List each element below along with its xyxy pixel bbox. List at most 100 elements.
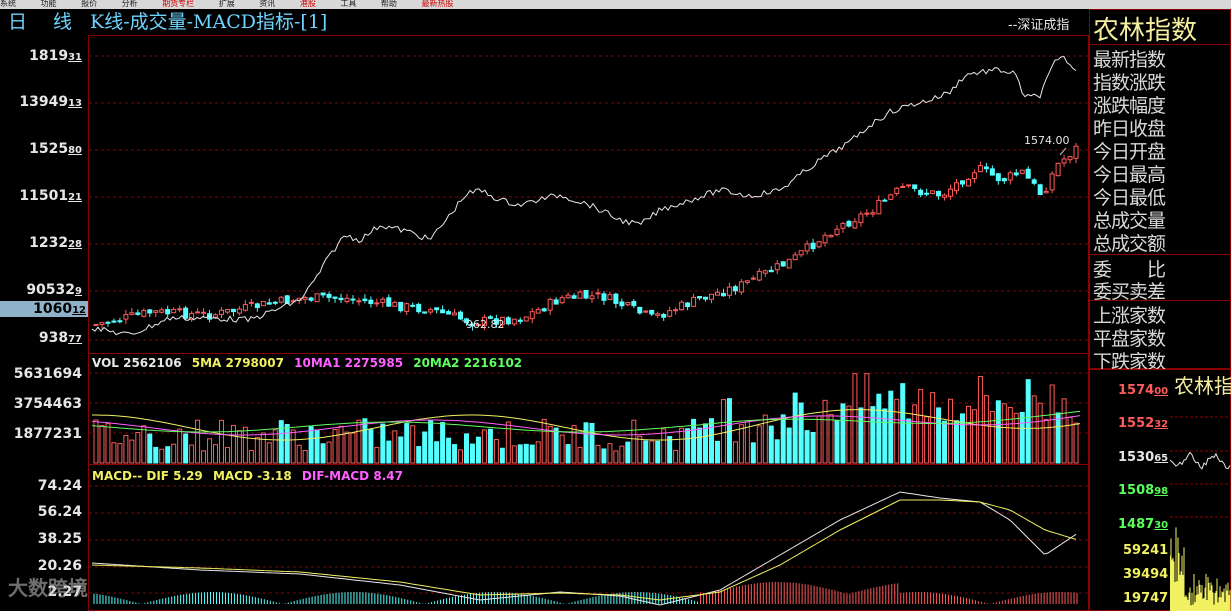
volume-bar — [583, 422, 589, 464]
menu-item-futures[interactable]: 期货专栏 — [162, 0, 195, 8]
candle-body — [189, 312, 195, 321]
candle-body — [888, 194, 894, 200]
volume-bar — [888, 390, 894, 464]
volume-legend-vol: VOL 2562106 — [92, 356, 182, 370]
volume-bar — [858, 407, 864, 464]
volume-bar — [816, 415, 822, 464]
volume-bar — [458, 449, 464, 464]
candle-body — [386, 297, 392, 307]
volume-bar — [266, 442, 272, 464]
candle-body — [308, 297, 314, 301]
volume-bar — [876, 393, 882, 464]
volume-bar — [1043, 419, 1049, 464]
volume-bar — [792, 392, 798, 464]
menu-item[interactable]: 扩展 — [218, 0, 235, 8]
volume-bar — [786, 427, 792, 464]
chart-title-bar: 日 线 K线-成交量-MACD指标-[1] — [0, 9, 1090, 35]
menu-item[interactable]: 资讯 — [259, 0, 276, 8]
volume-bar — [870, 406, 876, 464]
candle-body — [852, 221, 858, 229]
volume-bars — [93, 373, 1079, 464]
volume-bar — [750, 442, 756, 464]
menu-item[interactable]: 功能 — [40, 0, 57, 8]
candle-body — [392, 301, 398, 307]
candle-body — [840, 222, 846, 229]
low-annotation-pointer — [461, 319, 471, 327]
candle-body — [697, 296, 703, 299]
candle-body — [894, 187, 900, 195]
volume-bar — [965, 405, 971, 464]
overlay-index-tag[interactable]: --深证成指 — [1008, 18, 1070, 33]
candle-body — [924, 192, 930, 195]
volume-bar — [147, 433, 153, 464]
info-row-low: 今日最低 — [1093, 187, 1166, 209]
info-row-change: 指数涨跌 — [1093, 72, 1166, 94]
menu-item[interactable]: 工具 — [340, 0, 357, 8]
candle-body — [965, 178, 971, 187]
volume-bar — [446, 437, 452, 464]
candle-body — [213, 314, 219, 318]
volume-bar — [272, 429, 278, 464]
macd-axis-label: 20.26 — [37, 558, 82, 574]
candle-body — [147, 309, 153, 314]
candle-body — [469, 323, 475, 327]
candle-body — [224, 309, 230, 313]
volume-legend: VOL 2562106 5MA 2798007 10MA1 2275985 20… — [92, 356, 522, 370]
volume-bar — [977, 376, 983, 464]
candle-body — [99, 322, 105, 325]
volume-bar — [798, 402, 804, 464]
candle-body — [685, 302, 691, 308]
volume-bar — [129, 439, 135, 464]
volume-bar — [171, 443, 177, 464]
menu-item[interactable]: 分析 — [121, 0, 138, 8]
volume-bar — [571, 425, 577, 464]
candle-body — [738, 281, 744, 293]
candle-body — [756, 270, 762, 281]
menu-item-hot-stocks[interactable]: 最新热股 — [421, 0, 454, 8]
menu-item[interactable]: 帮助 — [380, 0, 397, 8]
volume-bar — [469, 443, 475, 464]
volume-bar — [529, 444, 535, 464]
candle-body — [959, 180, 965, 185]
candle-body — [266, 302, 272, 305]
volume-bar — [828, 414, 834, 464]
candle-body — [523, 316, 529, 322]
candle-body — [828, 234, 834, 238]
price-axis-label: 93877 — [38, 330, 82, 346]
menu-item[interactable]: 报价 — [81, 0, 98, 8]
volume-bar — [553, 427, 559, 464]
grid-lines — [89, 55, 1088, 594]
volume-bar — [207, 438, 213, 464]
price-axis-label: 181931 — [29, 48, 82, 64]
candle-body — [452, 312, 458, 316]
volume-bar — [822, 399, 828, 464]
volume-bar — [948, 398, 954, 464]
info-row-latest: 最新指数 — [1093, 49, 1166, 71]
candle-body — [726, 286, 732, 296]
volume-bar — [1025, 379, 1031, 464]
volume-bar — [667, 436, 673, 464]
candle-body — [780, 261, 786, 267]
candle-body — [1055, 162, 1061, 177]
candle-body — [816, 241, 822, 248]
volume-ma10-line — [91, 415, 1081, 436]
candle-body — [577, 291, 583, 299]
candle-body — [864, 212, 870, 215]
menu-item[interactable]: 系统 — [0, 0, 16, 8]
candle-body — [834, 228, 840, 236]
candle-body — [481, 316, 487, 326]
candle-body — [248, 301, 254, 304]
candle-body — [440, 309, 446, 314]
candle-body — [278, 296, 284, 303]
candle-body — [900, 186, 906, 189]
volume-bar — [1019, 411, 1025, 464]
volume-bar — [894, 398, 900, 464]
menu-item-hk[interactable]: 港股 — [299, 0, 316, 8]
candle-body — [1019, 169, 1025, 174]
volume-bar — [1013, 412, 1019, 464]
period-label[interactable]: 日 线 — [8, 11, 83, 33]
candle-body — [171, 308, 177, 314]
volume-bar — [804, 430, 810, 464]
candle-body — [948, 188, 954, 197]
candle-body — [165, 308, 171, 315]
